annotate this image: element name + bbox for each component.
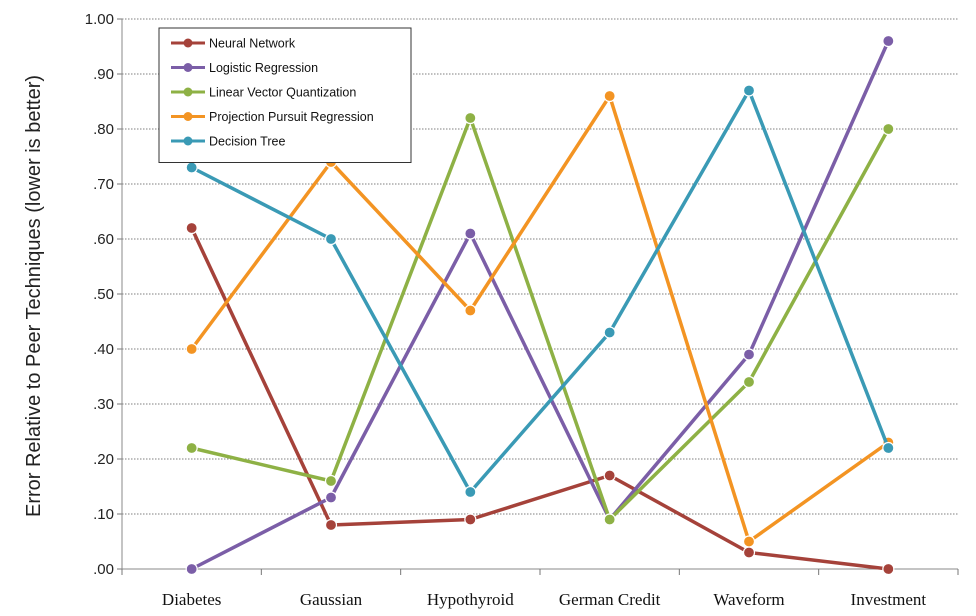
- legend-label: Neural Network: [209, 37, 296, 51]
- legend-label: Logistic Regression: [209, 61, 318, 75]
- legend-swatch-marker: [183, 87, 193, 97]
- y-tick-label: .10: [93, 506, 114, 523]
- data-point: [185, 221, 198, 235]
- data-point: [185, 342, 198, 356]
- data-point: [603, 89, 616, 103]
- data-point: [464, 227, 477, 240]
- legend-swatch-marker: [183, 38, 193, 48]
- data-point: [185, 441, 198, 455]
- data-point: [464, 111, 477, 125]
- data-point: [324, 232, 338, 246]
- x-tick-label: German Credit: [559, 590, 661, 609]
- data-point: [464, 304, 477, 317]
- y-tick-label: .20: [93, 451, 114, 468]
- y-tick-label: .30: [93, 396, 114, 413]
- data-point: [882, 562, 895, 576]
- series-2: [185, 111, 895, 526]
- data-point: [324, 474, 338, 488]
- series-line: [190, 94, 890, 544]
- y-tick-label: .90: [93, 66, 114, 83]
- y-axis-label: Error Relative to Peer Techniques (lower…: [23, 75, 45, 517]
- y-tick-label: .70: [93, 176, 114, 193]
- legend-swatch-marker: [183, 112, 193, 121]
- data-point: [324, 491, 338, 504]
- data-point: [742, 535, 756, 548]
- data-point: [603, 469, 616, 482]
- data-point: [603, 326, 616, 339]
- axis-layer: .00 .10 .20 .30 .40 .50 .60 .70 .80 .90 1.00 Diabet…: [85, 11, 959, 609]
- grid-layer: [122, 18, 958, 515]
- legend-label: Decision Tree: [209, 135, 285, 149]
- legend-label: Linear Vector Quantization: [209, 86, 356, 100]
- series-line: [191, 116, 890, 522]
- data-point: [742, 348, 756, 361]
- series-line: [190, 40, 890, 571]
- x-tick-label: Investment: [851, 590, 927, 609]
- data-point: [324, 518, 338, 532]
- data-point: [882, 441, 895, 455]
- x-tick-label: Hypothyroid: [427, 590, 514, 609]
- data-point: [742, 546, 756, 559]
- data-point: [185, 562, 198, 576]
- legend-label: Projection Pursuit Regression: [209, 110, 374, 124]
- legend: Neural Network Logistic Regression Linear …: [158, 27, 412, 163]
- y-tick-label: .50: [93, 286, 114, 303]
- y-tick-label: .80: [93, 121, 114, 138]
- data-point: [464, 485, 477, 499]
- data-point: [742, 84, 756, 97]
- data-point: [882, 122, 895, 136]
- data-point: [742, 375, 756, 389]
- legend-swatch-marker: [183, 63, 193, 72]
- data-point: [464, 513, 477, 526]
- data-point: [185, 161, 198, 174]
- y-tick-label: .00: [93, 561, 114, 578]
- x-tick-label: Diabetes: [162, 590, 221, 609]
- x-tick-label: Gaussian: [300, 590, 363, 609]
- series-0: [185, 221, 895, 576]
- data-point: [882, 34, 895, 48]
- x-tick-label: Waveform: [713, 590, 784, 609]
- data-point: [603, 513, 616, 526]
- series-line: [190, 88, 890, 494]
- y-tick-label: .40: [93, 341, 114, 358]
- y-tick-label: .60: [93, 231, 114, 248]
- legend-swatch-marker: [183, 136, 193, 146]
- y-tick-label: 1.00: [85, 11, 114, 28]
